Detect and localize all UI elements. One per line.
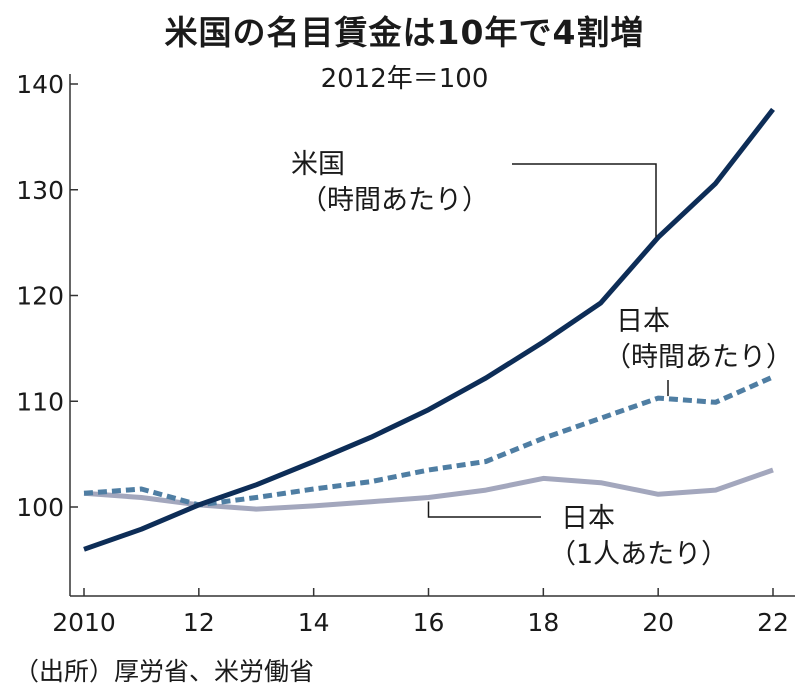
x-tick-label: 14	[298, 608, 330, 637]
y-tick-label: 110	[16, 387, 64, 416]
chart-subtitle: 2012年＝100	[320, 64, 489, 94]
label-japan-hourly-line2: （時間あたり）	[604, 342, 793, 373]
leader-japan-per-person	[427, 501, 541, 518]
y-tick-label: 120	[16, 282, 64, 311]
x-axis-ticks: 2010 12 14 16 18 20 22	[52, 588, 789, 637]
label-japan-hourly-line1: 日本	[616, 306, 670, 337]
label-us-hourly-line1: 米国	[291, 149, 345, 180]
y-tick-label: 140	[16, 70, 64, 99]
x-tick-label: 18	[527, 608, 559, 637]
label-japan-per-person-line2: （1人あたり）	[549, 539, 728, 570]
series-annotations: 米国 （時間あたり） 日本 （時間あたり） 日本 （1人あたり）	[291, 149, 793, 570]
chart-title: 米国の名目賃金は10年で4割増	[164, 13, 645, 52]
series-japan-hourly	[83, 374, 775, 508]
source-note: （出所）厚労省、米労働省	[14, 657, 315, 686]
label-japan-per-person-line1: 日本	[561, 503, 615, 534]
series-us-hourly	[83, 107, 775, 552]
y-tick-label: 100	[16, 493, 64, 522]
x-tick-label: 2010	[52, 608, 116, 637]
x-tick-label: 20	[642, 608, 674, 637]
series-layer	[83, 107, 775, 552]
x-tick-label: 22	[757, 608, 789, 637]
leader-us-hourly	[512, 163, 657, 238]
y-tick-label: 130	[16, 176, 64, 205]
label-us-hourly-line2: （時間あたり）	[300, 185, 489, 216]
x-tick-label: 12	[183, 608, 215, 637]
y-axis-ticks: 100 110 120 130 140	[16, 70, 78, 522]
x-tick-label: 16	[413, 608, 445, 637]
